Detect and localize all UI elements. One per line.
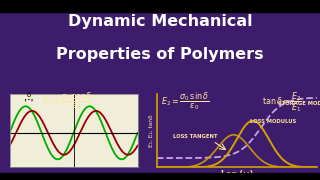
Text: STORAGE MODULUS: STORAGE MODULUS (278, 101, 320, 106)
Text: $E_1 = \dfrac{\sigma_0\,\cos\delta}{\varepsilon_0}$: $E_1 = \dfrac{\sigma_0\,\cos\delta}{\var… (42, 90, 92, 112)
Text: Dynamic Mechanical: Dynamic Mechanical (68, 14, 252, 29)
Text: LOSS TANGENT: LOSS TANGENT (173, 134, 217, 139)
Text: δ: δ (27, 92, 31, 98)
Text: $E_2 = \dfrac{\sigma_0\,\sin\delta}{\varepsilon_0}$: $E_2 = \dfrac{\sigma_0\,\sin\delta}{\var… (161, 90, 210, 112)
X-axis label: Log (ω): Log (ω) (221, 170, 253, 179)
Text: LOSS MODULUS: LOSS MODULUS (250, 119, 296, 124)
Y-axis label: E₁, E₂, tanδ: E₁, E₂, tanδ (149, 114, 154, 147)
Text: $\tan\delta = \dfrac{E_2}{E_1}$: $\tan\delta = \dfrac{E_2}{E_1}$ (262, 90, 301, 114)
Text: Properties of Polymers: Properties of Polymers (56, 47, 264, 62)
